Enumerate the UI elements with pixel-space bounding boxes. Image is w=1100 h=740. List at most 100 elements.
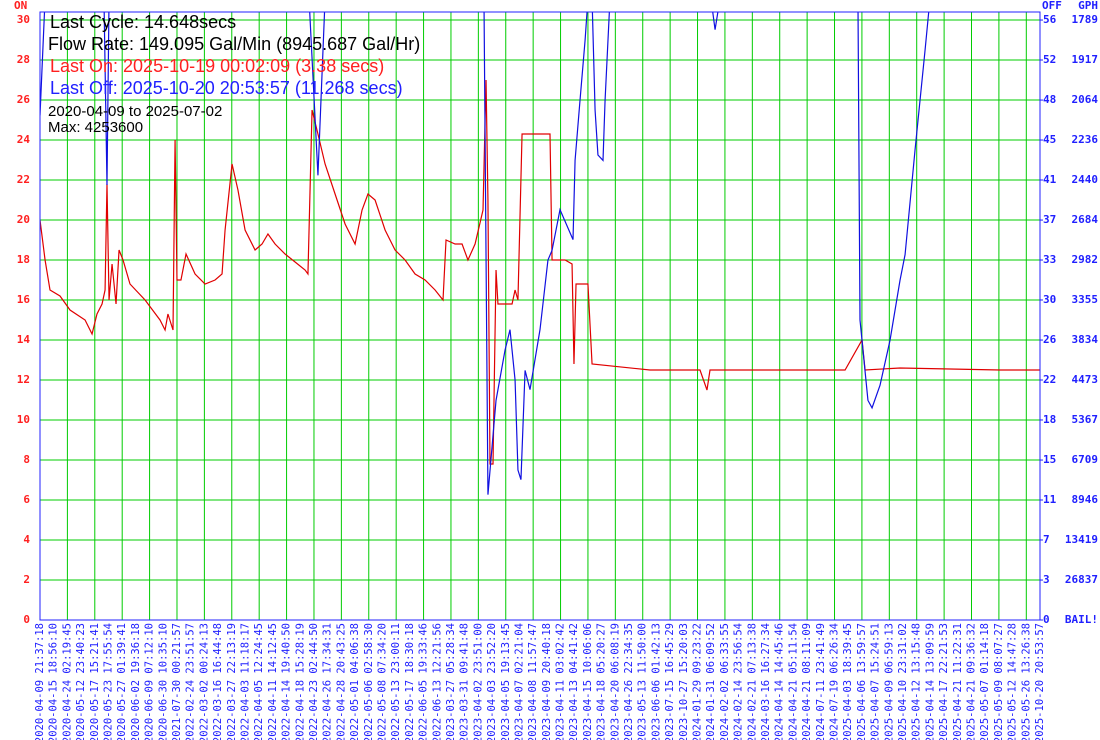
x-tick-label: 2023-06-06 01:42:13 xyxy=(650,623,662,740)
x-tick-label: 2023-04-11 03:02:42 xyxy=(555,623,567,740)
y-tick-label: 18 xyxy=(17,253,30,266)
y-tick-label: 22 xyxy=(17,173,30,186)
x-tick-label: 2024-07-11 23:41:49 xyxy=(815,623,827,740)
x-tick-label: 2020-05-23 17:55:54 xyxy=(102,623,114,740)
y2-gph-label: 2236 xyxy=(1072,133,1099,146)
y-tick-label: 20 xyxy=(17,213,30,226)
x-tick-label: 2024-02-21 07:13:38 xyxy=(746,623,758,740)
x-tick-label: 2025-10-20 20:53:57 xyxy=(1034,623,1046,740)
x-tick-label: 2025-05-09 08:07:27 xyxy=(993,623,1005,740)
x-tick-label: 2024-01-29 09:23:22 xyxy=(692,623,704,740)
x-tick-label: 2024-04-21 08:11:09 xyxy=(801,623,813,740)
y-tick-label: 4 xyxy=(23,533,30,546)
y-tick-label: 0 xyxy=(23,613,30,626)
y2-tick-label: 30 xyxy=(1043,293,1056,306)
x-tick-label: 2025-04-03 18:39:45 xyxy=(842,623,854,740)
annotation: Last Off: 2025-10-20 20:53:57 (11.268 se… xyxy=(50,78,403,98)
x-tick-label: 2023-04-09 20:40:18 xyxy=(541,623,553,740)
y2-gph-label: 3834 xyxy=(1072,333,1099,346)
y-tick-label: 30 xyxy=(17,13,30,26)
y2-gph-label: BAIL! xyxy=(1065,613,1098,626)
y-axis-label: ON xyxy=(14,0,27,12)
y2-axis-label: OFF xyxy=(1042,0,1062,12)
x-tick-label: 2025-05-12 14:47:28 xyxy=(1007,623,1019,740)
y2-gph-label: 2684 xyxy=(1072,213,1099,226)
y2-gph-label: 1789 xyxy=(1072,13,1099,26)
y-tick-label: 24 xyxy=(17,133,31,146)
x-tick-label: 2025-04-17 22:21:53 xyxy=(938,623,950,740)
x-tick-label: 2022-04-14 19:40:50 xyxy=(281,623,293,740)
y2-tick-label: 18 xyxy=(1043,413,1056,426)
plot-border xyxy=(39,11,1041,621)
x-tick-label: 2023-07-15 16:45:29 xyxy=(664,623,676,740)
x-tick-label: 2025-04-21 09:36:32 xyxy=(966,623,978,740)
x-tick-label: 2020-05-12 23:40:23 xyxy=(75,623,87,740)
x-tick-label: 2022-02-24 23:51:57 xyxy=(185,623,197,740)
y-tick-label: 6 xyxy=(23,493,30,506)
y2-gph-label: 2440 xyxy=(1072,173,1099,186)
y2-tick-label: 56 xyxy=(1043,13,1057,26)
x-tick-label: 2023-04-03 23:52:20 xyxy=(486,623,498,740)
y2-gph-label: 8946 xyxy=(1072,493,1099,506)
x-tick-label: 2022-05-17 18:30:18 xyxy=(404,623,416,740)
x-tick-label: 2024-04-21 05:11:54 xyxy=(787,623,799,740)
y2-gph-label: 5367 xyxy=(1072,413,1099,426)
y2-tick-label: 15 xyxy=(1043,453,1056,466)
y2-tick-label: 26 xyxy=(1043,333,1057,346)
x-tick-label: 2023-03-31 09:41:48 xyxy=(459,623,471,740)
x-tick-label: 2020-06-09 07:12:10 xyxy=(144,623,156,740)
x-tick-label: 2024-02-02 06:33:55 xyxy=(719,623,731,740)
x-tick-label: 2024-07-19 06:26:34 xyxy=(829,623,841,740)
x-tick-label: 2023-03-27 05:28:34 xyxy=(445,623,457,740)
x-tick-label: 2020-05-27 01:39:41 xyxy=(116,623,128,740)
y2-gph-label: 26837 xyxy=(1065,573,1098,586)
x-tick-label: 2022-04-18 15:28:19 xyxy=(294,623,306,740)
x-tick-label: 2020-06-30 10:35:10 xyxy=(157,623,169,740)
x-tick-label: 2022-04-23 02:44:50 xyxy=(308,623,320,740)
y2-gph-label: 1917 xyxy=(1072,53,1099,66)
x-tick-label: 2022-03-02 00:24:13 xyxy=(198,623,210,740)
x-tick-label: 2023-05-13 11:50:00 xyxy=(637,623,649,740)
x-tick-label: 2022-04-28 20:43:25 xyxy=(335,623,347,740)
x-tick-label: 2025-05-26 13:26:38 xyxy=(1020,623,1032,740)
y2-gph-label: 3355 xyxy=(1072,293,1099,306)
x-tick-label: 2020-05-17 15:21:41 xyxy=(89,623,101,740)
y-tick-label: 28 xyxy=(17,53,30,66)
x-tick-label: 2022-06-13 12:21:56 xyxy=(431,623,443,740)
y-tick-label: 12 xyxy=(17,373,30,386)
y2-tick-label: 41 xyxy=(1043,173,1057,186)
y2-secondary-label: GPH xyxy=(1078,0,1098,12)
x-tick-label: 2020-04-09 21:37:18 xyxy=(34,623,46,740)
x-tick-label: 2024-02-14 23:56:54 xyxy=(733,623,745,740)
y-tick-label: 16 xyxy=(17,293,31,306)
y-tick-label: 14 xyxy=(17,333,31,346)
range-note: 2020-04-09 to 2025-07-02 xyxy=(48,103,222,120)
x-tick-label: 2024-01-31 06:09:52 xyxy=(705,623,717,740)
annotation: Flow Rate: 149.095 Gal/Min (8945.687 Gal… xyxy=(48,34,420,54)
y2-gph-label: 6709 xyxy=(1072,453,1099,466)
x-tick-label: 2021-07-30 00:21:57 xyxy=(171,623,183,740)
x-tick-label: 2022-04-26 17:34:31 xyxy=(322,623,334,740)
x-tick-label: 2022-03-16 16:44:48 xyxy=(212,623,224,740)
x-tick-label: 2023-04-05 19:13:45 xyxy=(500,623,512,740)
x-tick-label: 2025-04-12 13:15:48 xyxy=(911,623,923,740)
y2-tick-label: 52 xyxy=(1043,53,1056,66)
x-tick-label: 2025-05-07 01:14:18 xyxy=(979,623,991,740)
grid xyxy=(39,12,1040,621)
x-tick-label: 2023-04-20 06:08:19 xyxy=(609,623,621,740)
y2-tick-label: 22 xyxy=(1043,373,1056,386)
y-tick-label: 10 xyxy=(17,413,30,426)
x-tick-label: 2023-04-18 05:20:27 xyxy=(596,623,608,740)
x-tick-label: 2022-04-03 11:18:17 xyxy=(239,623,251,740)
y2-tick-label: 37 xyxy=(1043,213,1056,226)
x-tick-label: 2023-04-02 23:51:00 xyxy=(472,623,484,740)
x-tick-label: 2025-04-07 15:24:51 xyxy=(870,623,882,740)
x-tick-label: 2024-03-16 16:27:34 xyxy=(760,623,772,740)
x-tick-label: 2022-05-06 02:58:30 xyxy=(363,623,375,740)
x-tick-label: 2023-04-15 10:06:06 xyxy=(582,623,594,740)
x-tick-label: 2025-04-14 13:09:59 xyxy=(924,623,936,740)
y2-gph-label: 4473 xyxy=(1072,373,1099,386)
